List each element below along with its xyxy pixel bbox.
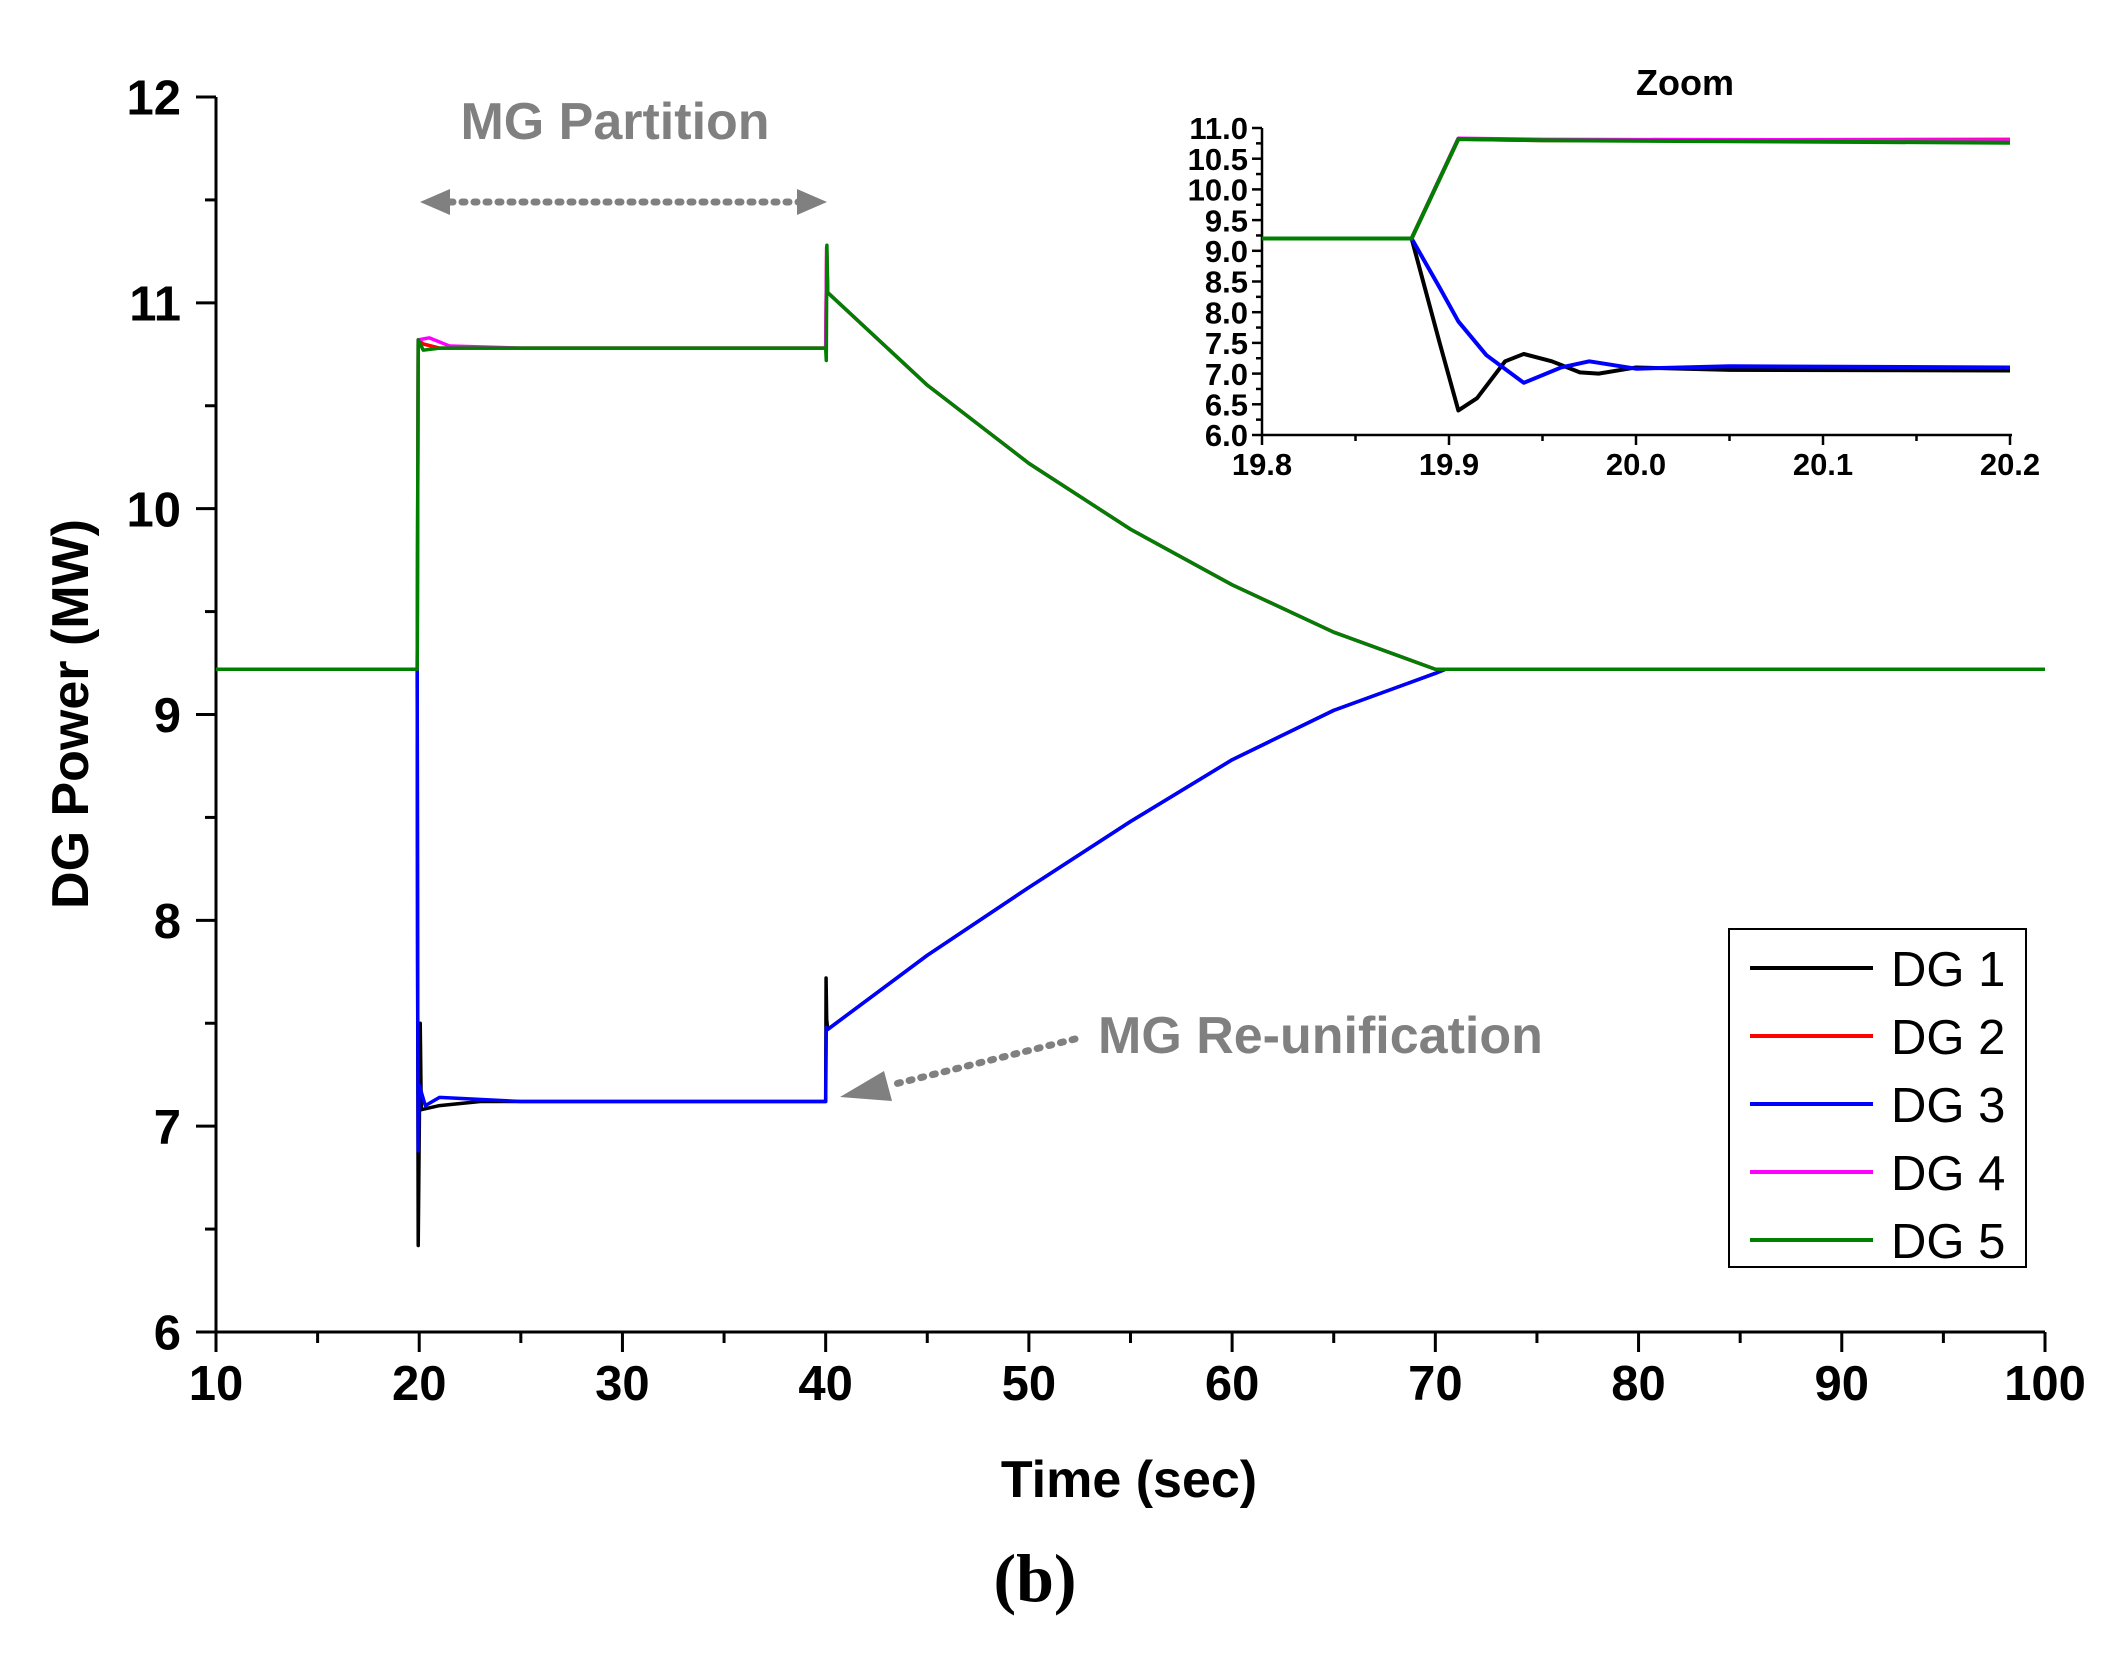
x-axis-label: Time (sec) (1001, 1451, 1257, 1509)
zoom-y-tick-label: 7.5 (1205, 326, 1248, 361)
zoom-y-tick-label: 7.0 (1205, 357, 1248, 392)
main-x-tick-label: 80 (1611, 1357, 1666, 1411)
main-y-ticks: 6 7 8 9 10 11 12 (126, 72, 216, 1361)
main-x-tick-label: 40 (798, 1357, 853, 1411)
legend-box (1728, 928, 2027, 1268)
zoom-y-ticks: 6.06.57.07.58.08.59.09.510.010.511.0 (1188, 111, 1262, 453)
reunification-label: MG Re-unification (1098, 1007, 1543, 1065)
main-x-tick-label: 30 (595, 1357, 650, 1411)
zoom-y-tick-label: 8.5 (1205, 265, 1248, 300)
main-series-dg-2 (216, 245, 2045, 671)
main-y-tick-label: 10 (126, 483, 181, 537)
legend-label-dg-3: DG 3 (1891, 1079, 2005, 1133)
main-series-group (216, 243, 2045, 1248)
main-series-dg-5 (216, 243, 2045, 671)
zoom-inset: Zoom 19.8 19.9 20.0 20.1 20.2 6.06.57.07.58.… (1188, 62, 2041, 482)
zoom-series-dg-2 (1262, 137, 2011, 241)
zoom-y-tick-label: 6.5 (1205, 387, 1248, 422)
zoom-x-tick-label: 19.9 (1419, 447, 1479, 482)
zoom-y-tick-label: 6.0 (1205, 418, 1248, 453)
zoom-series-group (1262, 136, 2011, 413)
zoom-title: Zoom (1636, 62, 1734, 103)
zoom-y-tick-label: 11.0 (1189, 111, 1248, 146)
legend: DG 1 DG 2 DG 3 DG 4 DG 5 (1728, 928, 2027, 1269)
main-y-tick-label: 7 (154, 1101, 181, 1155)
zoom-x-tick-label: 20.0 (1606, 447, 1666, 482)
main-y-tick-label: 9 (154, 689, 181, 743)
zoom-x-tick-label: 19.8 (1232, 447, 1292, 482)
main-y-tick-label: 6 (154, 1307, 181, 1361)
zoom-y-tick-label: 9.5 (1205, 203, 1248, 238)
main-x-tick-label: 10 (189, 1357, 244, 1411)
legend-label-dg-2: DG 2 (1891, 1011, 2005, 1065)
main-y-tick-label: 12 (126, 72, 181, 126)
main-x-tick-label: 100 (2004, 1357, 2086, 1411)
zoom-series-dg-4 (1262, 136, 2011, 241)
zoom-y-tick-label: 10.0 (1188, 173, 1248, 208)
main-x-tick-label: 20 (392, 1357, 447, 1411)
main-series-dg-4 (216, 245, 2045, 671)
zoom-series-dg-3 (1262, 236, 2011, 385)
zoom-series-dg-5 (1262, 137, 2011, 241)
main-x-tick-label: 60 (1205, 1357, 1260, 1411)
zoom-y-tick-label: 8.0 (1205, 295, 1248, 330)
main-x-tick-label: 90 (1815, 1357, 1870, 1411)
figure-label: (b) (993, 1540, 1076, 1616)
main-series-dg-3 (216, 667, 2045, 1153)
zoom-x-ticks: 19.8 19.9 20.0 20.1 20.2 (1232, 435, 2040, 482)
reunification-arrow (840, 1035, 1079, 1101)
partition-label: MG Partition (460, 93, 769, 151)
y-axis-label: DG Power (MW) (42, 519, 100, 909)
zoom-x-tick-label: 20.2 (1980, 447, 2040, 482)
main-x-tick-label: 70 (1408, 1357, 1463, 1411)
main-y-tick-label: 11 (129, 277, 181, 331)
main-x-ticks: 10 20 30 40 50 60 70 80 90 100 (189, 1332, 2086, 1411)
main-y-tick-label: 8 (154, 895, 181, 949)
main-axes: 10 20 30 40 50 60 70 80 90 100 6 7 8 9 10 11 12 (126, 72, 2085, 1411)
legend-label-dg-5: DG 5 (1891, 1215, 2005, 1269)
zoom-y-tick-label: 10.5 (1188, 142, 1248, 177)
partition-arrow (420, 189, 827, 215)
legend-label-dg-4: DG 4 (1891, 1147, 2005, 1201)
legend-label-dg-1: DG 1 (1891, 943, 2005, 997)
zoom-series-dg-1 (1262, 236, 2011, 413)
main-x-tick-label: 50 (1002, 1357, 1057, 1411)
zoom-x-tick-label: 20.1 (1793, 447, 1853, 482)
zoom-y-tick-label: 9.0 (1205, 234, 1248, 269)
